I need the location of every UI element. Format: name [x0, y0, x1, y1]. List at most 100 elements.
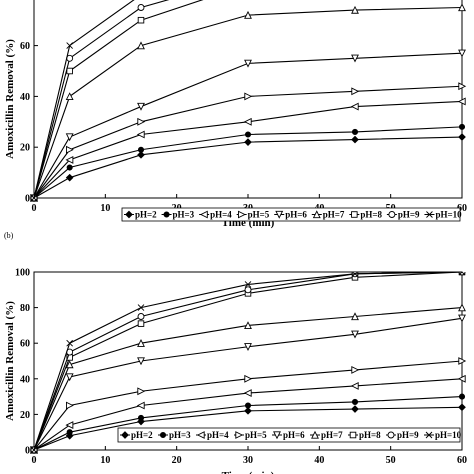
series-line — [33, 6, 463, 199]
legend-label: pH=7 — [323, 210, 345, 220]
y-tick-label: 60 — [20, 41, 30, 52]
data-point — [244, 59, 252, 68]
series-line — [33, 307, 463, 451]
legend-item: pH=6 — [274, 210, 307, 220]
x-tick-label: 10 — [100, 203, 110, 214]
series-ph-2 — [30, 403, 466, 454]
legend-label: pH=5 — [248, 210, 270, 220]
legend-label: pH=4 — [207, 430, 229, 440]
legend-item: pH=3 — [161, 210, 195, 220]
data-point — [137, 357, 145, 366]
y-tick-label: 0 — [25, 446, 30, 457]
legend-marker — [125, 210, 133, 219]
y-tick-label: 0 — [25, 194, 30, 205]
legend-item: pH=10 — [424, 210, 462, 220]
legend-box — [117, 427, 461, 443]
data-point — [458, 123, 466, 130]
data-point — [244, 407, 252, 415]
plot-frame — [33, 271, 463, 451]
legend: pH=2 pH=3 pH=4 pH=5 pH=6 pH=7 pH=8 pH=9 pH=10 — [117, 427, 462, 443]
legend-item: pH=8 — [348, 430, 381, 440]
data-point — [244, 321, 252, 330]
series-ph-8 — [30, 272, 466, 454]
data-point — [30, 194, 38, 202]
data-point — [244, 343, 252, 351]
series-line — [33, 317, 463, 451]
data-point — [136, 401, 145, 410]
y-tick-label: 40 — [20, 92, 30, 103]
legend-label: pH=2 — [135, 210, 157, 220]
series-line — [33, 272, 463, 451]
series-line — [33, 360, 463, 451]
series-ph-10 — [30, 0, 135, 202]
data-point — [458, 272, 466, 276]
data-point — [244, 402, 252, 409]
x-tick-label: 50 — [386, 455, 396, 466]
legend-item: pH=4 — [199, 210, 232, 220]
series-line — [33, 406, 463, 451]
plot-area — [29, 272, 467, 455]
legend-label: pH=2 — [131, 430, 153, 440]
legend-item: pH=9 — [386, 210, 420, 220]
data-point — [66, 67, 73, 75]
x-tick-label: 0 — [32, 455, 37, 466]
series-line — [33, 126, 463, 199]
data-point — [458, 3, 466, 12]
data-point — [458, 393, 466, 400]
legend-marker — [121, 431, 129, 439]
y-tick-label: 20 — [20, 143, 30, 154]
data-point — [351, 312, 359, 321]
data-point — [65, 133, 74, 142]
legend-marker — [196, 431, 205, 439]
data-point — [66, 164, 73, 171]
series-line — [33, 0, 170, 199]
legend-marker — [199, 210, 208, 219]
data-point — [350, 381, 359, 390]
data-point — [65, 92, 74, 101]
series-ph-8 — [30, 0, 204, 202]
legend-marker — [238, 210, 246, 219]
legend-item: pH=6 — [272, 430, 305, 440]
data-point — [137, 117, 146, 126]
data-point — [65, 360, 74, 369]
data-point — [65, 173, 74, 182]
data-point — [458, 133, 466, 141]
data-point — [244, 374, 253, 383]
data-point — [458, 357, 467, 365]
x-tick-label: 60 — [457, 455, 467, 466]
data-point — [351, 365, 360, 374]
series-ph-7 — [30, 303, 466, 454]
legend-marker — [273, 431, 281, 440]
legend-label: pH=10 — [435, 430, 462, 440]
data-point — [66, 42, 73, 49]
series-line — [33, 272, 463, 451]
series-line — [33, 100, 463, 199]
legend-label: pH=6 — [283, 430, 305, 440]
data-point — [243, 389, 252, 397]
data-point — [458, 314, 466, 323]
legend-label: pH=8 — [359, 430, 381, 440]
y-axis-label: Amoxicillin Removal (%) — [4, 301, 16, 421]
data-point — [137, 16, 145, 24]
y-tick-label: 80 — [20, 0, 30, 1]
legend-label: pH=3 — [173, 210, 195, 220]
legend-label: pH=10 — [435, 210, 462, 220]
data-point — [66, 429, 73, 436]
legend-item: pH=7 — [310, 430, 343, 440]
data-point — [351, 5, 359, 14]
data-point — [65, 373, 74, 382]
series-line — [33, 396, 463, 451]
data-point — [350, 102, 359, 111]
legend-item: pH=5 — [234, 430, 267, 440]
legend: pH=2 pH=3 pH=4 pH=5 pH=6 pH=7 pH=8 pH=9 pH=10 — [121, 207, 462, 222]
data-point — [244, 286, 252, 294]
data-point — [244, 10, 252, 19]
series-ph-7 — [30, 3, 466, 202]
x-tick-label: 0 — [32, 203, 37, 214]
series-line — [33, 136, 463, 199]
series-ph-4 — [29, 97, 466, 202]
data-point — [458, 49, 466, 58]
series-line — [33, 0, 204, 199]
data-point — [244, 92, 253, 101]
